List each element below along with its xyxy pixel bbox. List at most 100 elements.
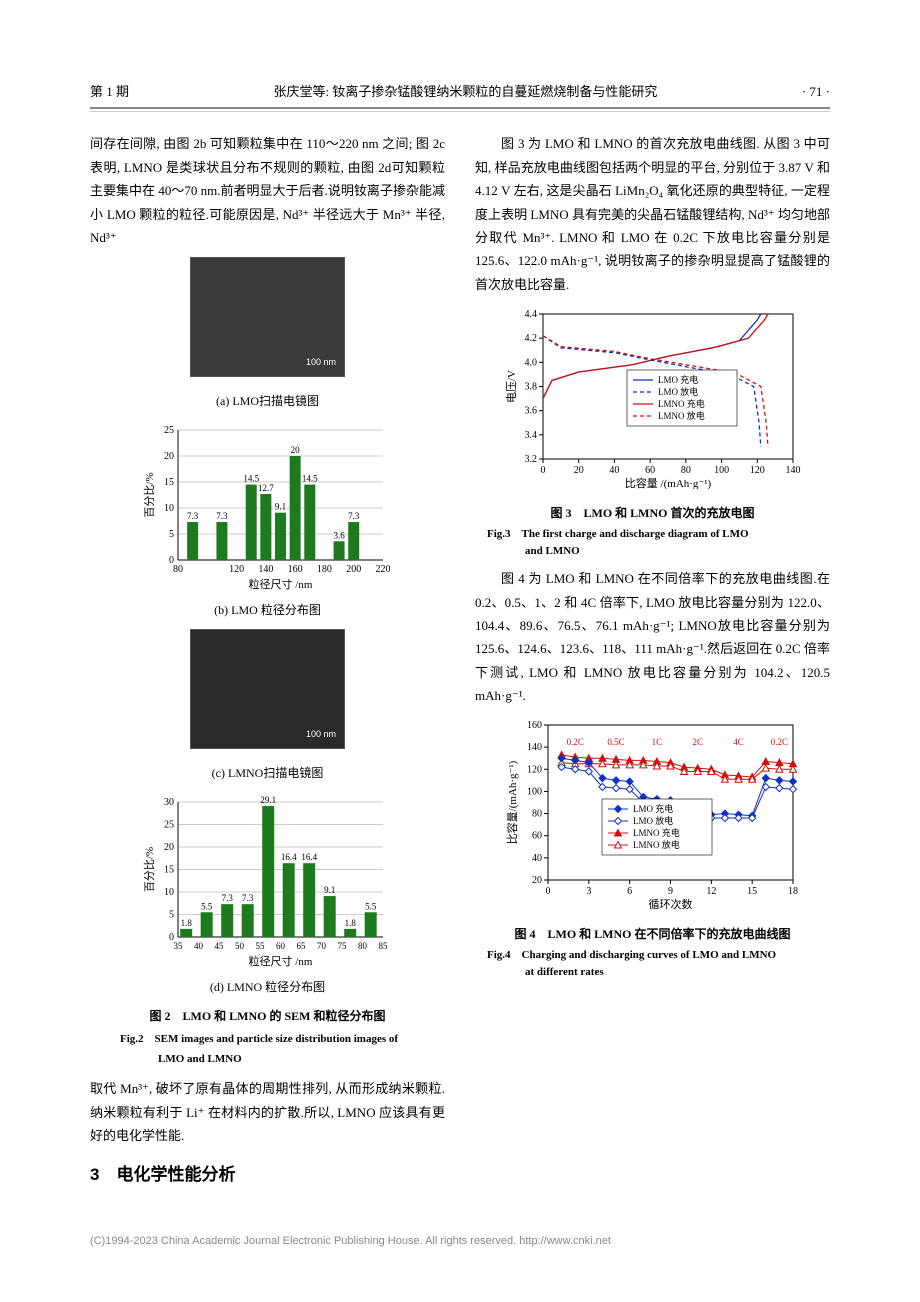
svg-text:15: 15 — [164, 865, 174, 876]
svg-text:3.2: 3.2 — [524, 454, 537, 465]
svg-text:比容量/(mAh·g⁻¹): 比容量/(mAh·g⁻¹) — [505, 761, 519, 845]
svg-text:4.2: 4.2 — [524, 333, 537, 344]
svg-text:40: 40 — [194, 941, 204, 951]
svg-text:160: 160 — [287, 564, 302, 575]
page-header: 第 1 期 张庆堂等: 钕离子掺杂锰酸锂纳米颗粒的自蔓延燃烧制备与性能研究 · … — [90, 80, 830, 109]
svg-text:比容量 /(mAh·g⁻¹): 比容量 /(mAh·g⁻¹) — [624, 476, 711, 489]
svg-text:60: 60 — [645, 465, 655, 476]
fig2a: (a) LMO扫描电镜图 — [90, 257, 445, 412]
svg-text:9.1: 9.1 — [324, 885, 335, 895]
bar-chart: 0510152025801201401601802002207.37.314.5… — [143, 420, 393, 590]
svg-text:LMO 充电: LMO 充电 — [633, 803, 673, 814]
fig2-caption-block: 图 2 LMO 和 LMNO 的 SEM 和粒径分布图 Fig.2 SEM im… — [90, 1006, 445, 1069]
svg-text:65: 65 — [296, 941, 306, 951]
svg-text:LMNO 充电: LMNO 充电 — [658, 398, 705, 409]
svg-text:7.3: 7.3 — [242, 893, 254, 903]
fig2d: 05101520253035404550556065707580851.85.5… — [90, 792, 445, 998]
svg-text:0: 0 — [540, 465, 545, 476]
svg-text:LMO 放电: LMO 放电 — [633, 815, 673, 826]
svg-text:7.3: 7.3 — [187, 511, 199, 521]
svg-text:9: 9 — [668, 886, 673, 897]
svg-text:15: 15 — [164, 477, 174, 488]
para-2: 取代 Mn³⁺, 破坏了原有晶体的周期性排列, 从而形成纳米颗粒.纳米颗粒有利于… — [90, 1077, 445, 1147]
svg-text:180: 180 — [316, 564, 331, 575]
svg-text:7.3: 7.3 — [221, 893, 233, 903]
line-chart: 2040608010012014016003691215180.2C0.5C1C… — [503, 715, 803, 910]
svg-text:160: 160 — [527, 720, 542, 731]
svg-text:20: 20 — [532, 875, 542, 886]
svg-text:14.5: 14.5 — [301, 474, 317, 484]
svg-text:30: 30 — [164, 797, 174, 808]
svg-text:25: 25 — [164, 425, 174, 436]
svg-text:7.3: 7.3 — [348, 511, 360, 521]
svg-text:29.1: 29.1 — [260, 795, 276, 805]
sem-image — [190, 257, 345, 377]
fig2-en: Fig.2 SEM images and particle size distr… — [90, 1030, 445, 1070]
svg-text:0.2C: 0.2C — [770, 737, 787, 747]
fig2b: 0510152025801201401601802002207.37.314.5… — [90, 420, 445, 621]
svg-text:3: 3 — [586, 886, 591, 897]
svg-text:60: 60 — [276, 941, 286, 951]
svg-text:20: 20 — [290, 445, 300, 455]
svg-text:25: 25 — [164, 820, 174, 831]
svg-text:80: 80 — [680, 465, 690, 476]
svg-text:12: 12 — [706, 886, 716, 897]
fig4-title: 图 4 LMO 和 LMNO 在不同倍率下的充放电曲线图 — [475, 924, 830, 946]
para-1: 间存在间隙, 由图 2b 可知颗粒集中在 110～220 nm 之间; 图 2c… — [90, 132, 445, 249]
svg-text:9.1: 9.1 — [274, 502, 285, 512]
svg-text:20: 20 — [164, 451, 174, 462]
svg-text:0.2C: 0.2C — [566, 737, 583, 747]
svg-text:0.5C: 0.5C — [607, 737, 624, 747]
fig3: 3.23.43.63.84.04.24.4020406080100120140L… — [475, 304, 830, 559]
fig2a-caption: (a) LMO扫描电镜图 — [90, 391, 445, 413]
svg-text:1.8: 1.8 — [344, 918, 356, 928]
svg-text:140: 140 — [785, 465, 800, 476]
line-chart: 3.23.43.63.84.04.24.4020406080100120140L… — [503, 304, 803, 489]
svg-text:10: 10 — [164, 887, 174, 898]
fig2b-caption: (b) LMO 粒径分布图 — [90, 600, 445, 622]
svg-text:LMO 放电: LMO 放电 — [658, 386, 698, 397]
issue: 第 1 期 — [90, 80, 129, 103]
svg-text:12.7: 12.7 — [257, 483, 273, 493]
fig4-en: Fig.4 Charging and discharging curves of… — [475, 947, 830, 980]
svg-text:140: 140 — [527, 743, 542, 754]
fig3-en: Fig.3 The first charge and discharge dia… — [475, 526, 830, 559]
svg-text:6: 6 — [627, 886, 632, 897]
svg-text:5: 5 — [169, 910, 174, 921]
svg-text:3.6: 3.6 — [333, 531, 345, 541]
svg-text:16.4: 16.4 — [280, 852, 296, 862]
svg-text:LMO 充电: LMO 充电 — [658, 374, 698, 385]
svg-text:4.4: 4.4 — [524, 309, 537, 320]
svg-text:1.8: 1.8 — [180, 918, 192, 928]
sem-image — [190, 629, 345, 749]
svg-text:16.4: 16.4 — [301, 852, 317, 862]
svg-text:4.0: 4.0 — [524, 357, 537, 368]
svg-text:电压/V: 电压/V — [505, 370, 518, 403]
svg-text:80: 80 — [358, 941, 368, 951]
svg-text:70: 70 — [317, 941, 327, 951]
svg-text:60: 60 — [532, 831, 542, 842]
svg-text:20: 20 — [573, 465, 583, 476]
svg-text:140: 140 — [258, 564, 273, 575]
svg-text:0: 0 — [545, 886, 550, 897]
two-column-body: 间存在间隙, 由图 2b 可知颗粒集中在 110～220 nm 之间; 图 2c… — [90, 132, 830, 1202]
svg-text:5.5: 5.5 — [365, 902, 377, 912]
svg-text:1C: 1C — [651, 737, 662, 747]
svg-text:35: 35 — [173, 941, 183, 951]
svg-text:3.6: 3.6 — [524, 406, 537, 417]
svg-text:粒径尺寸 /nm: 粒径尺寸 /nm — [248, 577, 312, 590]
svg-text:百分比/%: 百分比/% — [143, 847, 156, 892]
bar-chart: 05101520253035404550556065707580851.85.5… — [143, 792, 393, 967]
fig2-title: 图 2 LMO 和 LMNO 的 SEM 和粒径分布图 — [90, 1006, 445, 1028]
section-3-heading: 3 电化学性能分析 — [90, 1160, 445, 1191]
para-4: 图 4 为 LMO 和 LMNO 在不同倍率下的充放电曲线图.在 0.2、0.5… — [475, 567, 830, 707]
svg-text:粒径尺寸 /nm: 粒径尺寸 /nm — [248, 954, 312, 967]
svg-text:55: 55 — [255, 941, 265, 951]
running-title: 张庆堂等: 钕离子掺杂锰酸锂纳米颗粒的自蔓延燃烧制备与性能研究 — [273, 80, 657, 103]
svg-text:220: 220 — [375, 564, 390, 575]
svg-text:45: 45 — [214, 941, 224, 951]
svg-text:3.4: 3.4 — [524, 430, 537, 441]
svg-text:LMNO 放电: LMNO 放电 — [633, 839, 680, 850]
svg-text:40: 40 — [609, 465, 619, 476]
svg-text:3.8: 3.8 — [524, 382, 537, 393]
